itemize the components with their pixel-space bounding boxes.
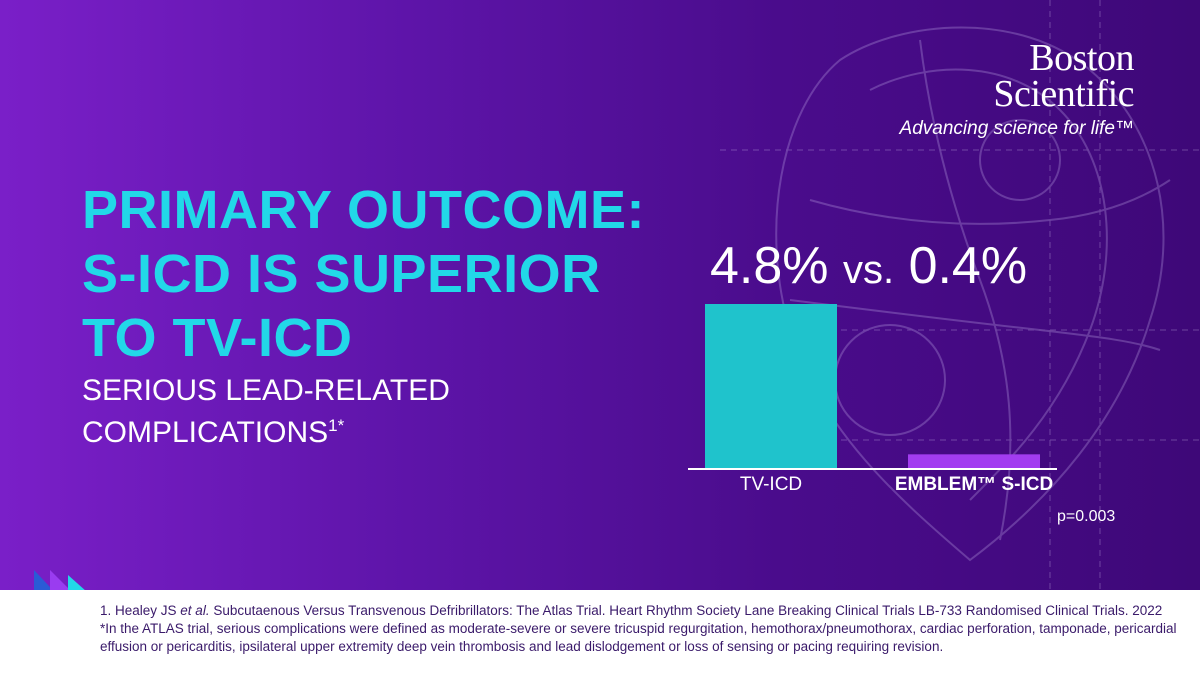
category-label-tv-icd: TV-ICD bbox=[739, 474, 803, 495]
logo-name-line2: Scientific bbox=[993, 73, 1134, 115]
footnote-definition: *In the ATLAS trial, serious complicatio… bbox=[100, 621, 1177, 654]
reference-1: 1. Healey JS et al. Subcutaenous Versus … bbox=[100, 602, 1190, 620]
footer-text: 1. Healey JS et al. Subcutaenous Versus … bbox=[100, 602, 1190, 656]
p-value-annotation: p=0.003 bbox=[1057, 508, 1116, 525]
fast-forward-arrows-icon bbox=[34, 570, 85, 590]
footer-references: 1. Healey JS et al. Subcutaenous Versus … bbox=[0, 590, 1200, 675]
subhead-line1: SERIOUS LEAD-RELATED bbox=[82, 374, 450, 407]
headline-line1: PRIMARY OUTCOME: bbox=[82, 180, 646, 240]
chart-title-vs: vs. bbox=[842, 248, 895, 292]
bar-1 bbox=[908, 454, 1040, 468]
bars-svg bbox=[688, 304, 1057, 470]
reference-authors: 1. Healey JS bbox=[100, 603, 181, 618]
chart-title: 4.8% vs. 0.4% bbox=[710, 236, 1027, 296]
chart-title-value-b: 0.4% bbox=[908, 237, 1028, 295]
subhead-footnote-mark: 1* bbox=[328, 416, 345, 435]
boston-scientific-logo: Boston Scientific Advancing science for … bbox=[899, 37, 1135, 140]
subhead-line2-wrap: COMPLICATIONS1* bbox=[82, 412, 450, 454]
reference-etal: et al. bbox=[180, 603, 210, 618]
logo-name-line1: Boston bbox=[1029, 37, 1134, 79]
bar-chart: 4.8% vs. 0.4% TV-ICD EMBLEM™ S-ICD p=0.0… bbox=[680, 230, 1115, 540]
hero-panel: Boston Scientific Advancing science for … bbox=[0, 0, 1200, 590]
reference-title: Subcutaenous Versus Transvenous Defribri… bbox=[209, 603, 1163, 618]
subhead-line2: COMPLICATIONS bbox=[82, 416, 329, 449]
headline: PRIMARY OUTCOME: S-ICD IS SUPERIOR TO TV… bbox=[82, 178, 645, 370]
subhead: SERIOUS LEAD-RELATED COMPLICATIONS1* bbox=[82, 370, 450, 454]
logo-tagline: Advancing science for life™ bbox=[899, 118, 1134, 139]
category-label-emblem-s-icd: EMBLEM™ S-ICD bbox=[894, 474, 1054, 495]
chart-title-value-a: 4.8% bbox=[710, 237, 829, 295]
headline-line3: TO TV-ICD bbox=[82, 308, 353, 368]
bar-0 bbox=[705, 304, 837, 468]
headline-line2: S-ICD IS SUPERIOR bbox=[82, 244, 601, 304]
